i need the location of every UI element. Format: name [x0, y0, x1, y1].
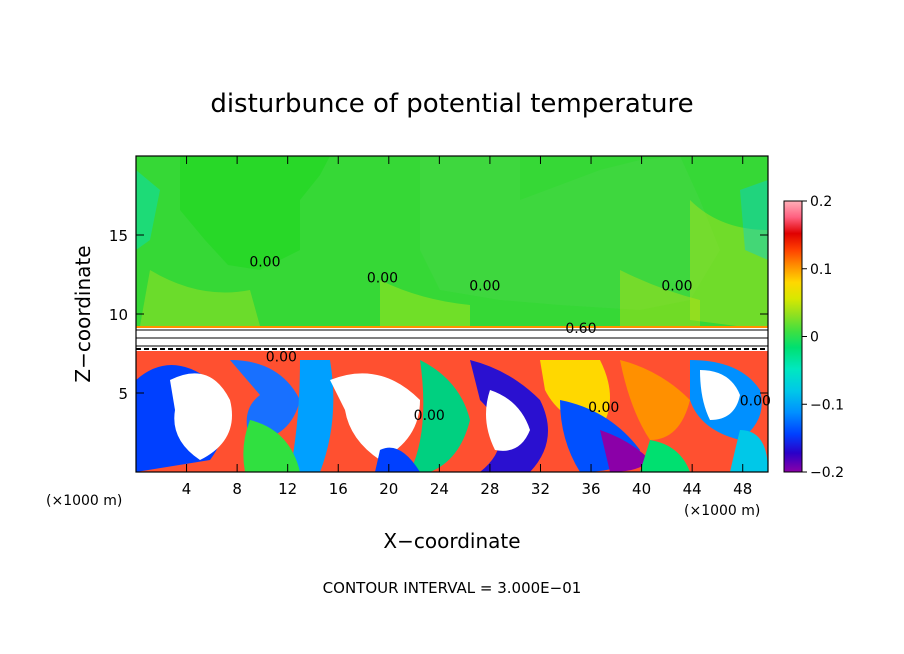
x-tick-label: 20: [379, 480, 398, 498]
contour-label: 0.00: [588, 400, 619, 416]
x-tick-label: 8: [232, 480, 242, 498]
y-axis: 5 10 15: [109, 227, 768, 403]
colorbar-tick-label: 0.2: [810, 194, 832, 210]
x-tick-label: 36: [581, 480, 600, 498]
colorbar-tick-label: −0.2: [810, 465, 844, 481]
x-axis: 4 8 12 16 20 24 28 32 36 40 44 48: [182, 156, 752, 498]
x-tick-label: 4: [182, 480, 192, 498]
x-tick-label: 48: [733, 480, 752, 498]
x-tick-label: 24: [430, 480, 449, 498]
contour-label: 0.60: [565, 321, 596, 337]
x-tick-label: 16: [329, 480, 348, 498]
contour-label: 0.00: [249, 255, 280, 271]
contour-label: 0.00: [661, 278, 692, 294]
contour-label: 0.00: [414, 408, 445, 424]
colorbar-tick-label: 0: [810, 330, 819, 346]
contour-labels: 0.00 0.00 0.00 0.00 0.60 0.00 0.00 0.00 0.00: [249, 255, 771, 424]
heatmap-area: [136, 156, 768, 472]
colorbar: [783, 200, 803, 473]
contour-label: 0.00: [266, 349, 297, 365]
x-tick-label: 28: [480, 480, 499, 498]
chart-title: disturbunce of potential temperature: [210, 89, 693, 119]
contour-label: 0.00: [469, 278, 500, 294]
y-tick-label: 5: [118, 385, 128, 403]
colorbar-ticks: 0.2 0.1 0 −0.1 −0.2: [802, 194, 844, 481]
y-tick-label: 10: [109, 306, 128, 324]
y-tick-label: 15: [109, 227, 128, 245]
x-tick-label: 44: [683, 480, 702, 498]
contour-label: 0.00: [740, 394, 771, 410]
y-axis-label: Z−coordinate: [71, 245, 95, 382]
x-unit-left: (×1000 m): [46, 493, 122, 509]
x-tick-label: 32: [531, 480, 550, 498]
colorbar-tick-label: 0.1: [810, 262, 832, 278]
colorbar-tick-label: −0.1: [810, 397, 844, 413]
x-tick-label: 12: [278, 480, 297, 498]
x-axis-label: X−coordinate: [383, 529, 520, 553]
contour-interval-note: CONTOUR INTERVAL = 3.000E−01: [323, 579, 582, 597]
contour-label: 0.00: [367, 270, 398, 286]
x-unit-right: (×1000 m): [684, 503, 760, 519]
x-tick-label: 40: [632, 480, 651, 498]
